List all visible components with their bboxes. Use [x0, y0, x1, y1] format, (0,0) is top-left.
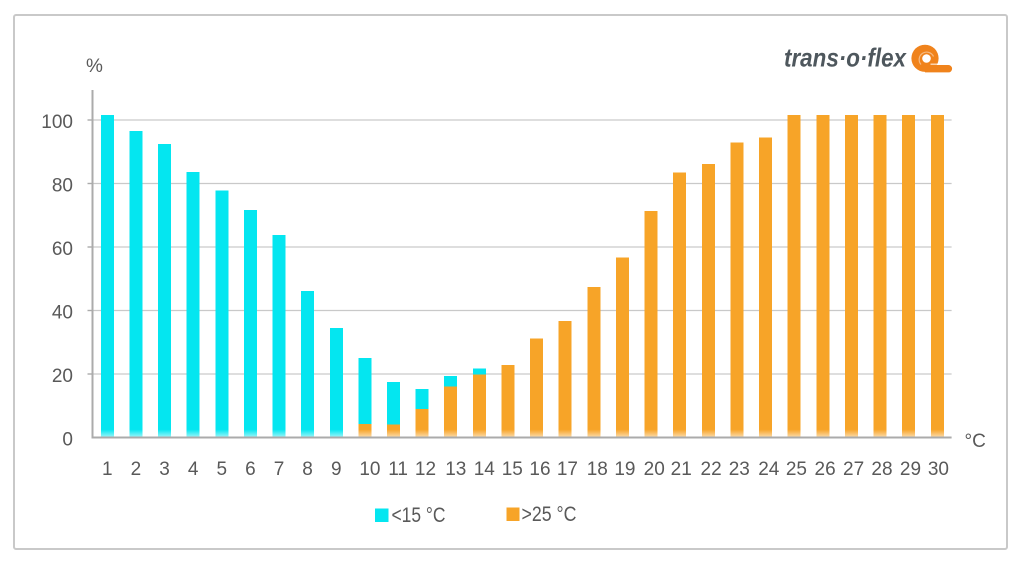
svg-text:5: 5 [217, 459, 228, 480]
svg-text:0: 0 [62, 430, 73, 451]
svg-text:80: 80 [52, 176, 73, 197]
svg-text:27: 27 [843, 459, 864, 480]
svg-text:9: 9 [331, 459, 342, 480]
svg-text:2: 2 [131, 459, 142, 480]
svg-text:60: 60 [52, 239, 73, 260]
svg-text:26: 26 [815, 459, 836, 480]
svg-text:24: 24 [758, 459, 780, 480]
svg-text:12: 12 [415, 459, 436, 480]
svg-text:17: 17 [557, 459, 578, 480]
svg-text:6: 6 [245, 459, 256, 480]
svg-text:18: 18 [587, 459, 608, 480]
svg-text:40: 40 [52, 303, 73, 324]
svg-text:22: 22 [701, 459, 722, 480]
svg-text:14: 14 [474, 459, 496, 480]
svg-text:15: 15 [502, 459, 523, 480]
svg-text:30: 30 [928, 459, 949, 480]
svg-text:100: 100 [41, 112, 73, 133]
svg-text:>25 °C: >25 °C [522, 503, 577, 526]
svg-text:23: 23 [729, 459, 750, 480]
svg-text:13: 13 [445, 459, 466, 480]
svg-text:10: 10 [359, 459, 380, 480]
svg-text:°C: °C [965, 431, 986, 452]
svg-text:19: 19 [614, 459, 635, 480]
svg-text:16: 16 [529, 459, 550, 480]
svg-text:20: 20 [52, 366, 73, 387]
svg-text:3: 3 [159, 459, 170, 480]
svg-text:29: 29 [900, 459, 921, 480]
svg-text:8: 8 [302, 459, 313, 480]
svg-text:<15 °C: <15 °C [392, 504, 446, 527]
svg-text:25: 25 [786, 459, 807, 480]
svg-text:21: 21 [671, 459, 692, 480]
svg-text:11: 11 [388, 459, 408, 480]
svg-text:trans·o·flex: trans·o·flex [784, 43, 907, 73]
svg-text:20: 20 [644, 459, 665, 480]
svg-text:1: 1 [102, 459, 113, 480]
svg-text:7: 7 [274, 459, 285, 480]
svg-text:4: 4 [188, 459, 199, 480]
svg-text:%: % [86, 56, 103, 77]
svg-text:28: 28 [871, 459, 892, 480]
